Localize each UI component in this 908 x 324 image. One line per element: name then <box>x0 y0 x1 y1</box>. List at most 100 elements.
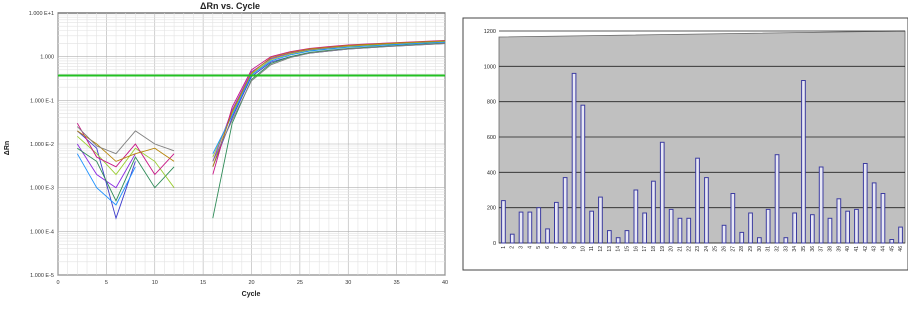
bar-x-tick-label: 13 <box>607 246 613 252</box>
bar-x-tick-label: 29 <box>748 246 754 252</box>
bar-32 <box>774 154 780 244</box>
bar-24 <box>704 177 709 244</box>
amp-x-tick-label: 10 <box>152 280 158 286</box>
bar-x-tick-label: 8 <box>563 246 569 249</box>
bar-38 <box>827 217 833 244</box>
bar-y-tick-label: 400 <box>487 170 496 176</box>
amp-x-tick-label: 15 <box>200 280 206 286</box>
bar-x-tick-label: 32 <box>775 246 781 252</box>
bar-x-tick-label: 34 <box>792 246 798 252</box>
bar-35 <box>801 80 806 244</box>
amp-x-tick-label: 0 <box>56 280 59 286</box>
bar-28 <box>739 231 745 244</box>
amp-series-line-3 <box>77 42 446 219</box>
amp-x-tick-label: 20 <box>248 280 254 286</box>
bar-y-tick-label: 0 <box>493 241 496 247</box>
bar-x-tick-label: 46 <box>898 246 904 252</box>
bar-6 <box>545 228 550 244</box>
bar-3 <box>518 211 524 244</box>
amp-chart-title: ΔRn vs. Cycle <box>200 1 260 11</box>
bar-x-tick-label: 31 <box>766 246 772 252</box>
bar-x-axis: 1 2 3 4 5 6 7 8 9 10 11 12 13 14 15 16 17 18 19 20 21 22 23 24 2… <box>501 246 904 252</box>
bar-x-tick-label: 26 <box>722 246 728 252</box>
bar-x-tick-label: 11 <box>589 246 595 251</box>
amp-x-tick-label: 35 <box>394 280 400 286</box>
bar-y-tick-label: 1000 <box>484 64 496 70</box>
bar-x-tick-label: 5 <box>536 246 542 249</box>
bar-44 <box>880 193 886 244</box>
bar-x-tick-label: 6 <box>545 246 551 249</box>
bar-39 <box>836 198 842 244</box>
amp-x-tick-label: 30 <box>345 280 351 286</box>
bar-x-tick-label: 36 <box>810 246 816 252</box>
bar-1 <box>501 200 506 244</box>
bar-x-tick-label: 2 <box>510 246 516 249</box>
bar-x-tick-label: 4 <box>527 246 533 249</box>
amp-y-tick-label: 1.000 E-4 <box>30 229 54 235</box>
bar-x-tick-label: 22 <box>686 246 692 252</box>
bar-2 <box>509 233 515 244</box>
bar-x-tick-label: 3 <box>519 246 525 249</box>
bar-34 <box>792 212 797 244</box>
bar-series <box>501 72 903 244</box>
bar-x-tick-label: 42 <box>863 246 869 252</box>
bar-x-tick-label: 17 <box>642 246 648 252</box>
bar-x-tick-label: 18 <box>651 246 657 252</box>
amp-series-group <box>76 40 446 220</box>
amp-y-tick-label: 1.000 E-1 <box>30 98 54 104</box>
bar-x-tick-label: 30 <box>757 246 763 252</box>
bar-x-tick-label: 27 <box>730 246 736 252</box>
amp-x-tick-label: 40 <box>442 280 448 286</box>
bar-x-tick-label: 44 <box>880 246 886 252</box>
amp-series-line-7 <box>77 40 446 167</box>
bar-30 <box>757 237 762 244</box>
amp-y-axis: 1.000 E-5 1.000 E-4 1.000 E-3 1.000 E-2 1.00… <box>29 11 54 279</box>
bar-x-tick-label: 37 <box>819 246 825 252</box>
bar-13 <box>607 230 612 244</box>
amp-x-tick-label: 5 <box>105 280 108 286</box>
bar-y-tick-label: 200 <box>487 206 496 212</box>
bar-29 <box>748 212 753 244</box>
bar-12 <box>598 196 603 244</box>
bar-x-tick-label: 14 <box>616 246 622 252</box>
bar-41 <box>854 208 859 244</box>
bar-x-tick-label: 38 <box>828 246 834 252</box>
bar-x-tick-label: 12 <box>598 246 604 252</box>
bar-20 <box>668 208 674 244</box>
amp-y-tick-label: 1.000 E-3 <box>30 186 54 192</box>
bar-x-tick-label: 35 <box>801 246 807 252</box>
amp-x-axis-label: Cycle <box>242 291 261 298</box>
bar-y-tick-label: 1200 <box>484 29 496 35</box>
bar-16 <box>633 189 639 244</box>
bar-y-axis: 0 200 400 600 800 1000 1200 <box>484 29 496 247</box>
bar-14 <box>615 237 621 244</box>
bar-x-tick-label: 1 <box>501 246 507 249</box>
bar-10 <box>580 104 586 244</box>
bar-y-tick-label: 800 <box>487 100 496 106</box>
bar-5 <box>536 207 542 244</box>
bar-x-tick-label: 45 <box>889 246 895 252</box>
bar-33 <box>783 237 789 244</box>
amp-series-line-8 <box>76 43 446 162</box>
bar-x-tick-label: 23 <box>695 246 701 252</box>
bar-x-tick-label: 15 <box>625 246 631 252</box>
bar-31 <box>765 208 771 244</box>
bar-x-tick-label: 25 <box>713 246 719 252</box>
bar-4 <box>527 211 533 244</box>
bar-x-tick-label: 33 <box>783 246 789 252</box>
bar-x-tick-label: 16 <box>633 246 639 252</box>
bar-8 <box>562 177 568 244</box>
bar-y-tick-label: 600 <box>487 135 496 141</box>
bar-19 <box>659 141 665 244</box>
bar-x-tick-label: 24 <box>704 246 710 252</box>
bar-26 <box>721 224 727 244</box>
bar-7 <box>554 201 559 244</box>
bar-21 <box>677 217 683 244</box>
bar-15 <box>624 230 630 244</box>
bar-x-tick-label: 28 <box>739 246 745 252</box>
bar-x-tick-label: 43 <box>872 246 878 252</box>
amp-x-tick-label: 25 <box>297 280 303 286</box>
bar-23 <box>695 157 700 244</box>
